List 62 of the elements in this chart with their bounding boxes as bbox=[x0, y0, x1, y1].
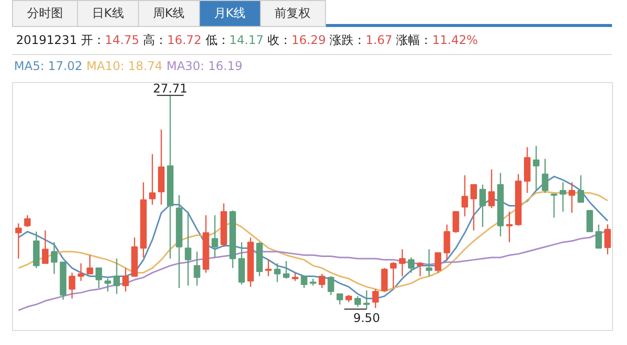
text: MA30: 16.19 bbox=[166, 59, 243, 74]
candlestick bbox=[462, 174, 468, 217]
candlestick bbox=[274, 262, 281, 283]
candlestick bbox=[354, 296, 361, 308]
candlestick bbox=[336, 293, 344, 306]
candlestick bbox=[524, 146, 531, 194]
candlestick bbox=[586, 210, 594, 232]
candlestick bbox=[50, 242, 58, 274]
candlestick bbox=[363, 290, 370, 310]
candlestick bbox=[300, 276, 308, 289]
candlestick bbox=[78, 262, 84, 282]
text: 周K线 bbox=[138, 0, 200, 28]
candlestick bbox=[265, 259, 272, 277]
candlestick bbox=[24, 214, 31, 228]
candlestick bbox=[470, 184, 477, 232]
candlestick bbox=[122, 267, 129, 292]
candlestick bbox=[96, 267, 102, 289]
candlestick bbox=[292, 272, 298, 282]
candlestick bbox=[113, 258, 120, 294]
candlestick bbox=[595, 224, 602, 249]
candlestick bbox=[238, 242, 245, 286]
candlestick bbox=[372, 288, 379, 309]
text: 日K线 bbox=[77, 0, 139, 28]
candlestick bbox=[479, 184, 486, 228]
candlestick bbox=[86, 254, 94, 274]
text: 分时图 bbox=[12, 0, 78, 28]
candlestick bbox=[212, 214, 218, 258]
candlestick bbox=[149, 154, 156, 206]
candlestick bbox=[416, 262, 424, 277]
candlestick bbox=[444, 224, 450, 260]
candlestick bbox=[434, 252, 442, 274]
candlestick bbox=[15, 222, 22, 260]
candlestick bbox=[68, 272, 76, 300]
text: 月K线 bbox=[198, 0, 261, 28]
text: MA5: 17.02 bbox=[14, 59, 82, 74]
candlestick bbox=[506, 211, 513, 243]
candlestick bbox=[194, 250, 200, 286]
candlestick bbox=[568, 182, 576, 214]
candlestick bbox=[426, 248, 432, 277]
candlestick bbox=[42, 230, 49, 264]
candlestick bbox=[560, 182, 566, 212]
candlestick bbox=[488, 168, 495, 209]
candlestick bbox=[390, 262, 397, 289]
candlestick bbox=[578, 174, 584, 203]
candlestick bbox=[328, 276, 334, 296]
annotation: 27.71 bbox=[153, 81, 188, 96]
candlestick bbox=[604, 224, 611, 255]
annotation: 9.50 bbox=[353, 311, 380, 326]
chart-title: 20191231 开：14.75 高：16.72 低：14.17 收：16.29 涨跌：1.67 涨幅：11.42% bbox=[16, 33, 478, 47]
candlestick bbox=[184, 211, 192, 286]
candlestick bbox=[542, 158, 548, 194]
candlestick bbox=[452, 211, 460, 234]
candlestick bbox=[399, 248, 406, 277]
candlestick bbox=[550, 193, 558, 218]
candlestick bbox=[408, 256, 414, 274]
text: MA10: 18.74 bbox=[86, 59, 162, 74]
candlestick bbox=[104, 278, 112, 292]
text: 前复权 bbox=[260, 0, 326, 28]
candlestick bbox=[282, 260, 290, 280]
candlestick bbox=[381, 267, 388, 292]
candlestick bbox=[532, 145, 540, 192]
candlestick bbox=[318, 273, 326, 289]
